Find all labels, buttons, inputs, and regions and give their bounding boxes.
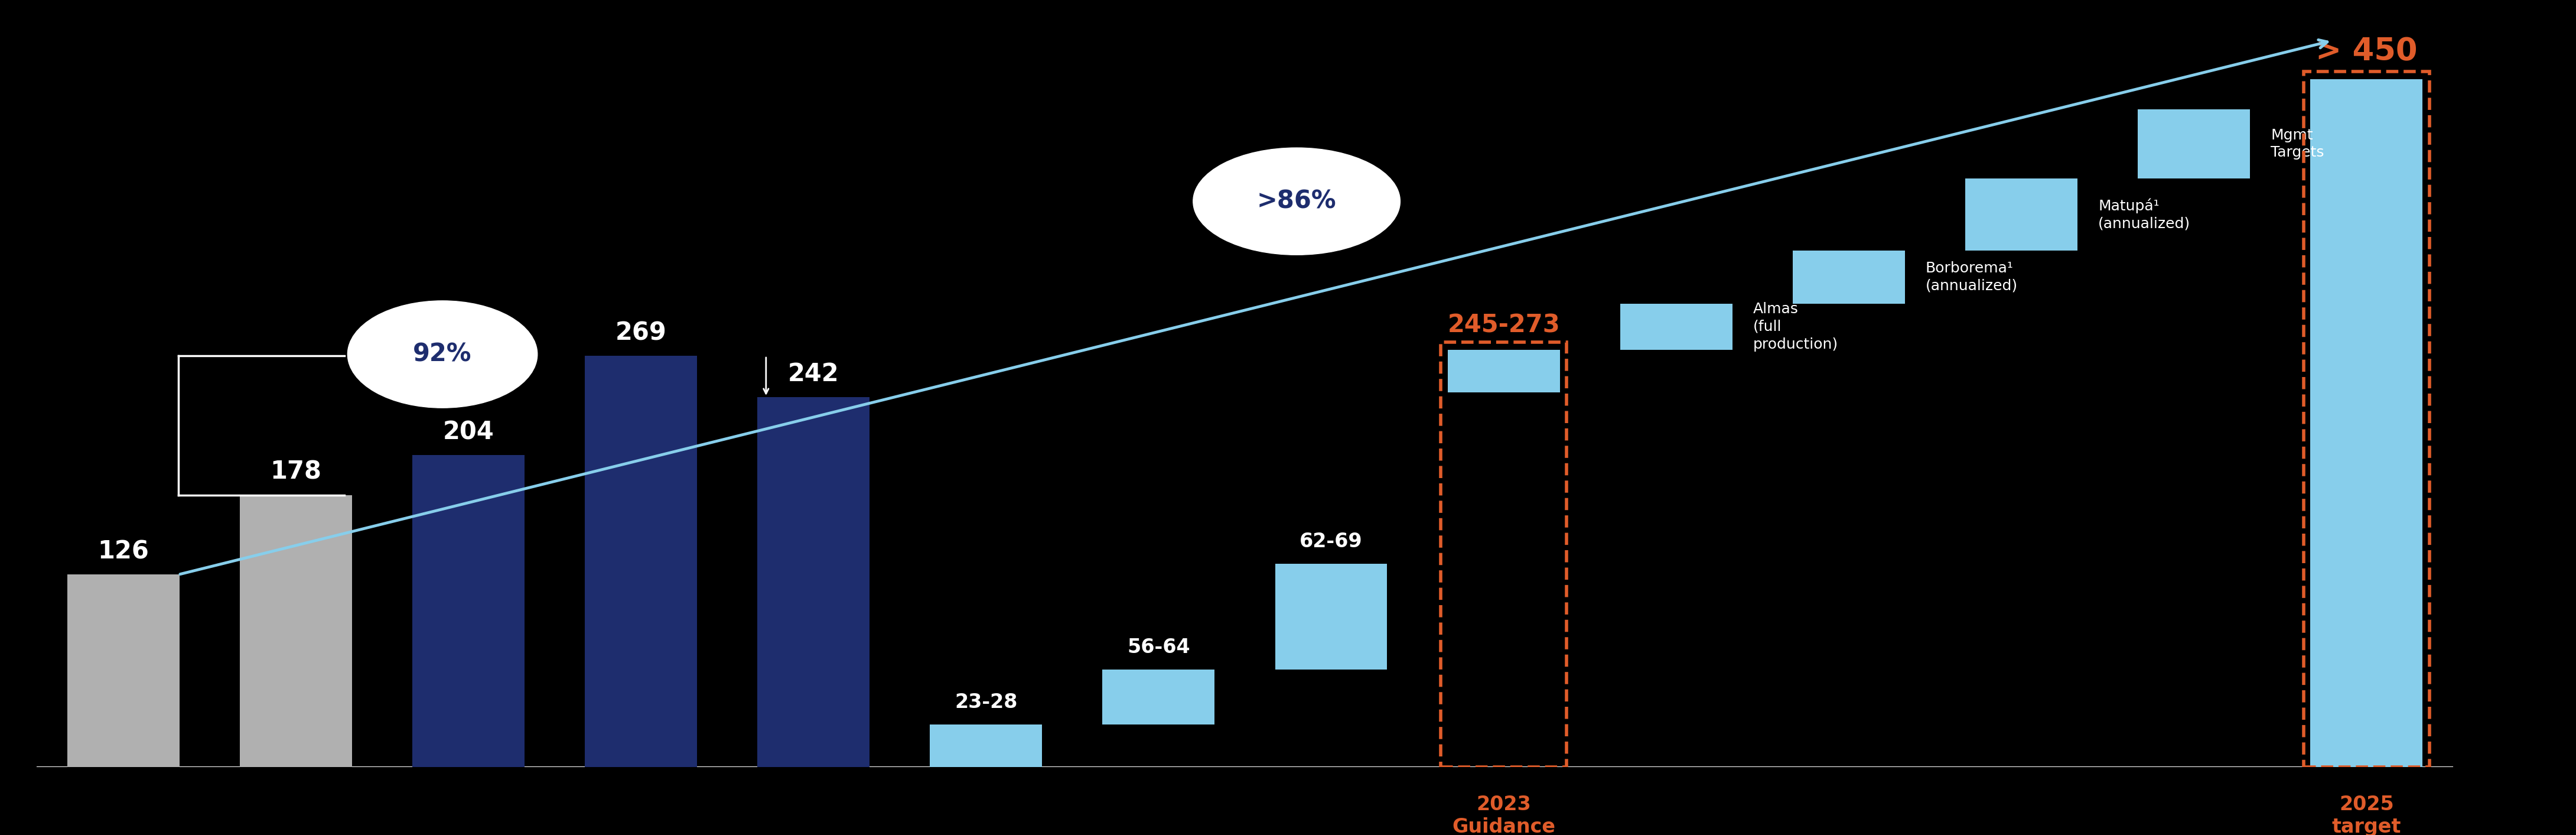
Text: 242: 242 [788,362,840,387]
Text: 23-28: 23-28 [956,693,1018,712]
Text: 204: 204 [443,420,495,444]
Ellipse shape [348,301,538,407]
Text: Almas
(full
production): Almas (full production) [1754,302,1839,352]
Text: 92%: 92% [412,342,471,367]
Bar [67,574,180,767]
Text: 178: 178 [270,459,322,484]
Bar [2138,109,2249,179]
Bar [412,455,526,767]
Bar [585,356,698,767]
Bar [930,725,1043,767]
Bar [1965,179,2076,250]
Bar [1275,564,1388,670]
Bar [1448,350,1561,392]
Bar [2311,79,2421,767]
Text: 62-69: 62-69 [1301,532,1363,552]
Bar [1793,250,1904,304]
Bar [1440,342,1566,767]
Text: > 450: > 450 [2316,36,2416,67]
Bar [1620,304,1731,350]
Text: 2023
Guidance: 2023 Guidance [1453,795,1556,835]
Bar [757,397,871,767]
Text: Matupá¹
(annualized): Matupá¹ (annualized) [2097,198,2190,230]
Text: 126: 126 [98,539,149,564]
Bar [240,495,353,767]
Ellipse shape [1193,148,1401,255]
Text: 56-64: 56-64 [1128,638,1190,657]
Text: Mgmt
Targets: Mgmt Targets [2269,128,2324,159]
Text: 269: 269 [616,321,667,345]
Text: 245-273: 245-273 [1448,312,1561,337]
Text: Borborema¹
(annualized): Borborema¹ (annualized) [1927,261,2017,293]
Bar [2303,71,2429,767]
Bar [1103,670,1216,725]
Text: >86%: >86% [1257,189,1337,214]
Text: 2025
target: 2025 target [2331,795,2401,835]
